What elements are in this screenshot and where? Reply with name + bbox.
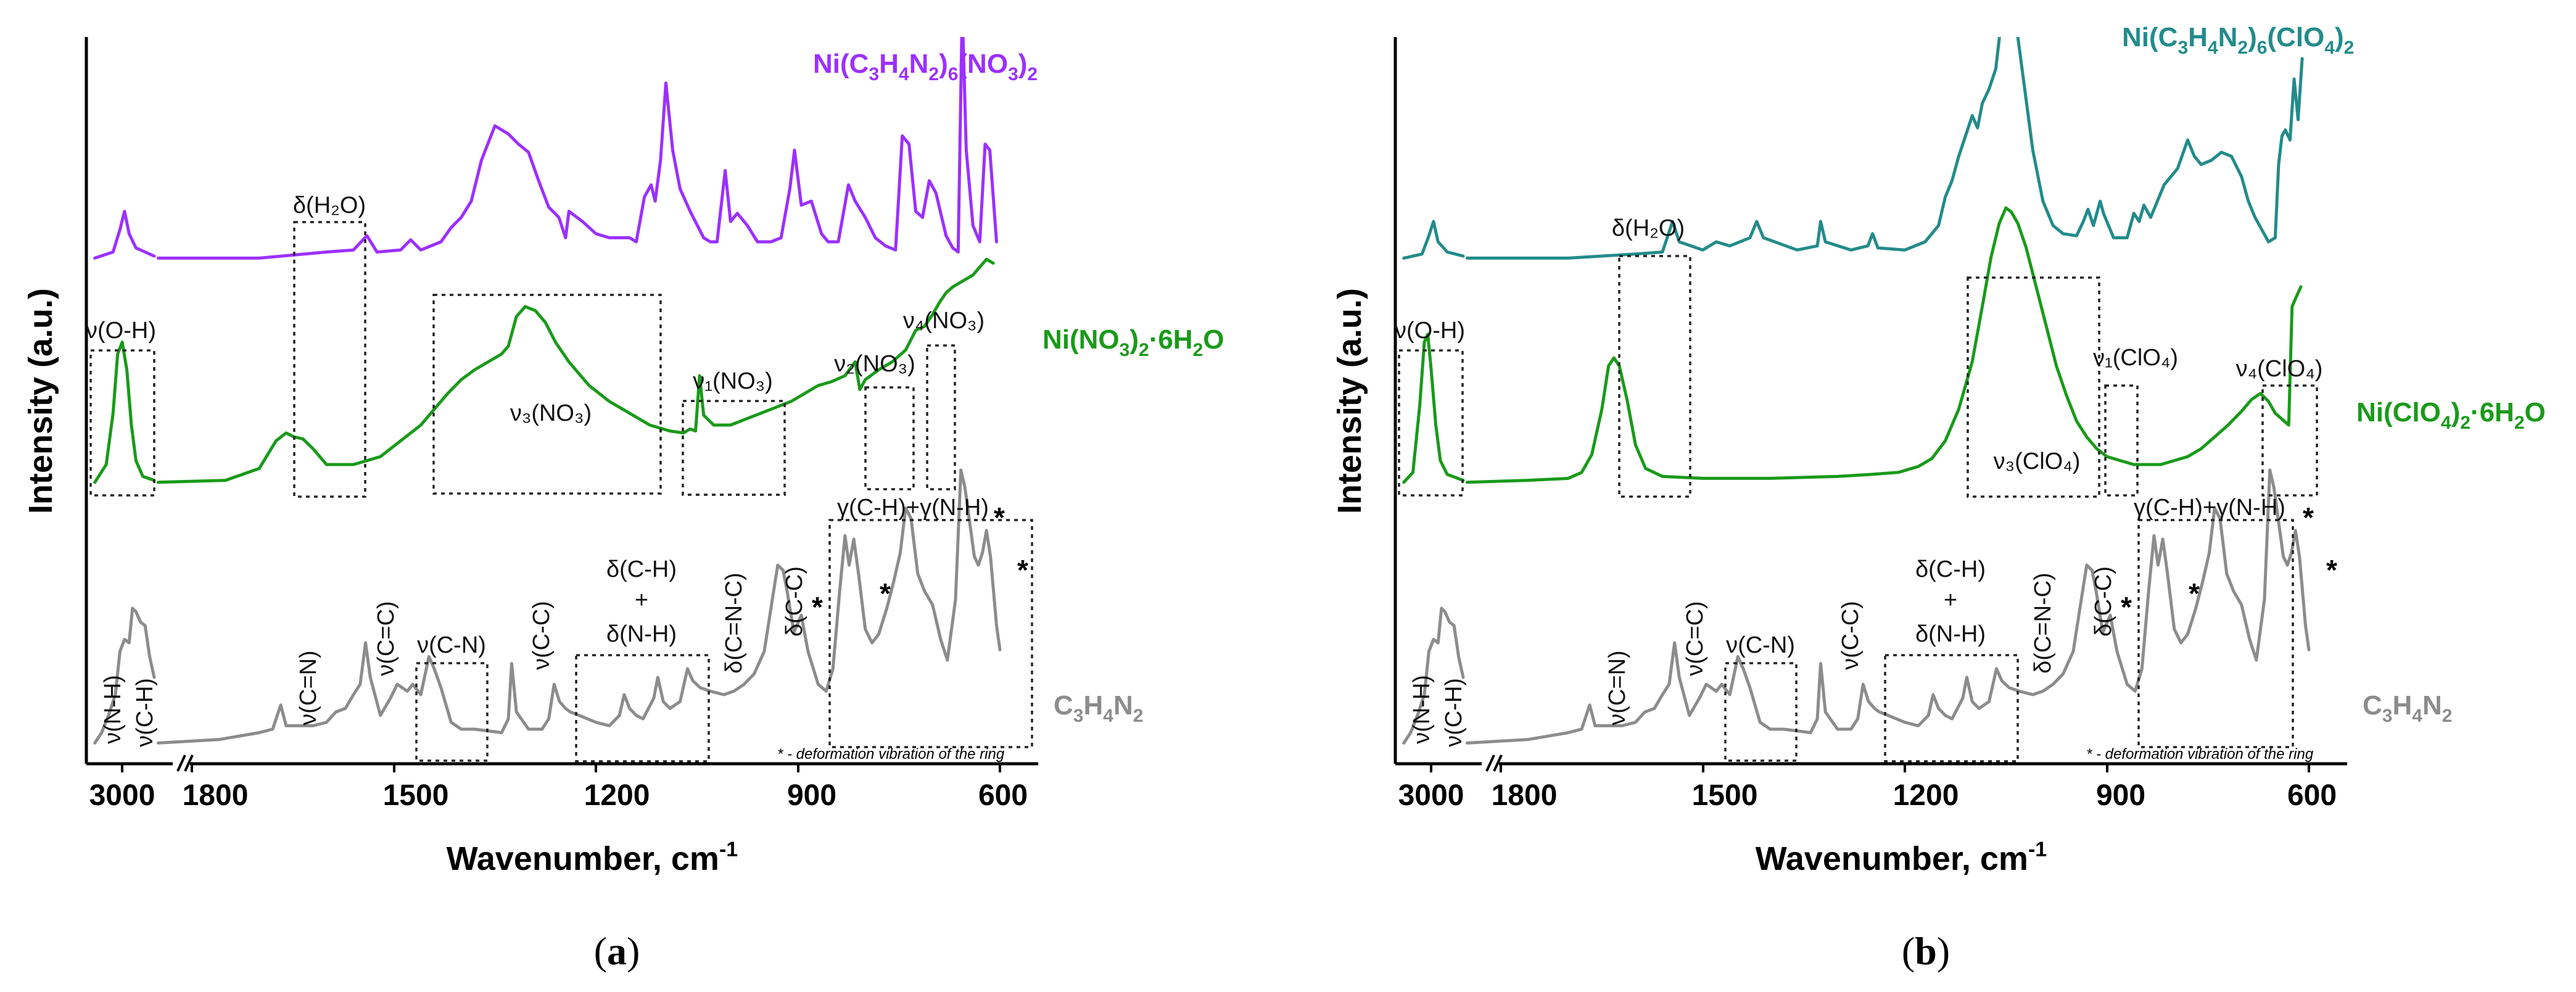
panel-b-tick-label: 600 bbox=[2287, 779, 2337, 812]
panel-b-annotation: ν(C=C) bbox=[1682, 601, 1708, 676]
panel-a-tick-label: 1800 bbox=[183, 779, 249, 812]
panel-a-box-nu2 bbox=[864, 386, 915, 490]
panel-a-annotation: ν(N-H) bbox=[100, 675, 126, 744]
panel-b-box-water bbox=[1618, 255, 1691, 498]
panel-a-star-marker: * bbox=[880, 577, 891, 610]
panel-b-series-label: Ni(C3H4N2)6(ClO4)2 bbox=[2122, 22, 2354, 58]
panel-b: 3000 1800 1500 1200 900 600 Wavenumber, … bbox=[1331, 22, 2546, 973]
panel-b-tick-label: 1500 bbox=[1692, 779, 1758, 812]
panel-a-annotation: + bbox=[635, 587, 648, 613]
panel-a-axes: 3000 1800 1500 1200 900 600 Wavenumber, … bbox=[22, 37, 1038, 877]
panel-b-series-label: Ni(ClO4)2·6H2O bbox=[2356, 397, 2546, 433]
panel-b-tick-label: 3000 bbox=[1398, 779, 1464, 812]
panel-a-annotation: ν(O-H) bbox=[86, 318, 156, 344]
panel-a-annotation: ν₄(NO₃) bbox=[903, 308, 985, 334]
panel-a-caption: (a) bbox=[594, 929, 640, 973]
panel-b-annotation: ν(C=N) bbox=[1604, 650, 1630, 725]
panel-b-star-marker: * bbox=[2189, 577, 2200, 610]
panel-b-caption: (b) bbox=[1902, 929, 1950, 973]
panel-a-annotation: δ(C-H) bbox=[606, 556, 677, 582]
panel-b-annotation: ν(O-H) bbox=[1395, 318, 1465, 344]
panel-a-spectrum-imidazole bbox=[93, 468, 1002, 745]
panel-b-box-nu3 bbox=[1967, 276, 2100, 498]
panel-b-annotation: ν(C-H) bbox=[1441, 678, 1467, 747]
panel-b-spectrum-imidazole bbox=[1402, 468, 2311, 745]
panel-a-annotation: ν(C=C) bbox=[373, 601, 399, 676]
panel-b-box-nu4 bbox=[2261, 384, 2318, 497]
panel-b-xlabel: Wavenumber, cm-1 bbox=[1756, 838, 2047, 877]
panel-a-tick-label: 600 bbox=[978, 779, 1028, 812]
panel-b-annotation: δ(H₂O) bbox=[1612, 215, 1685, 241]
panel-b-star-marker: * bbox=[2326, 554, 2337, 586]
panel-a-xlabel: Wavenumber, cm-1 bbox=[447, 838, 738, 877]
panel-b-ylabel: Intensity (a.u.) bbox=[1331, 288, 1368, 514]
panel-a-spectrum-ni-imidazole-nitrate bbox=[93, 37, 998, 260]
panel-b-annotation: δ(C-H) bbox=[1915, 556, 1986, 582]
panel-a-spectrum-ni-nitrate-hexahydrate bbox=[93, 257, 995, 484]
panel-a-star-marker: * bbox=[1017, 554, 1028, 586]
panel-b-box-cn bbox=[1724, 662, 1798, 762]
panel-a-tick-label: 1200 bbox=[584, 779, 650, 812]
panel-a-annotation: ν(C=N) bbox=[295, 650, 321, 725]
panel-a-annotation: δ(C=N-C) bbox=[721, 572, 747, 674]
panel-a-footnote: * - deformation vibration of the ring bbox=[777, 746, 1005, 763]
panel-a-star-marker: * bbox=[812, 591, 823, 623]
panel-b-star-marker: * bbox=[2121, 591, 2132, 623]
panel-a-annotation: ν(C-C) bbox=[529, 601, 555, 670]
panel-b-annotation: + bbox=[1944, 587, 1957, 613]
panel-a-annotation: ν(C-N) bbox=[417, 632, 486, 658]
panel-a-tick-label: 1500 bbox=[383, 779, 449, 812]
panel-a-box-water bbox=[293, 221, 366, 498]
panel-b-box-deform bbox=[1884, 654, 2019, 763]
panel-a-box-nu4 bbox=[926, 344, 956, 490]
panel-a-star-marker: * bbox=[994, 502, 1005, 534]
panel-b-star-marker: * bbox=[2303, 502, 2314, 534]
panel-b-annotation: γ(C-H)+γ(N-H) bbox=[2134, 495, 2285, 521]
panel-b-spectrum-ni-perchlorate-hexahydrate bbox=[1402, 206, 2303, 484]
panel-a-tick-label: 900 bbox=[787, 779, 836, 812]
panel-b-annotation: ν(C-C) bbox=[1838, 601, 1864, 670]
panel-a-annotation: γ(C-H)+γ(N-H) bbox=[837, 495, 989, 521]
panel-b-annotation: ν(N-H) bbox=[1409, 675, 1435, 744]
panel-b-box-gamma bbox=[2137, 519, 2294, 748]
panel-a-box-gamma bbox=[828, 519, 1033, 748]
panel-b-annotation: ν(C-N) bbox=[1726, 632, 1795, 658]
panel-b-tick-label: 1800 bbox=[1492, 779, 1558, 812]
panel-a-spectra bbox=[93, 37, 1002, 745]
panel-a: 3000 1800 1500 1200 900 600 Wavenumber, … bbox=[22, 37, 1224, 973]
panel-a-annotation: ν₁(NO₃) bbox=[693, 368, 773, 394]
panel-a-annotation: δ(C-C) bbox=[782, 566, 807, 637]
panel-a-box-deform bbox=[575, 654, 710, 763]
panel-a-box-nu3 bbox=[432, 294, 662, 495]
panel-a-annotation: δ(H₂O) bbox=[293, 192, 366, 218]
panel-a-series-label: Ni(C3H4N2)6(NO3)2 bbox=[813, 49, 1038, 85]
panel-b-annotation: ν₃(ClO₄) bbox=[1994, 448, 2081, 474]
panel-b-series-label: C3H4N2 bbox=[2363, 690, 2452, 726]
panel-b-spectra bbox=[1402, 37, 2311, 745]
panel-b-annotation: ν₁(ClO₄) bbox=[2093, 345, 2178, 371]
panel-b-annotation: δ(N-H) bbox=[1915, 621, 1986, 647]
panel-b-axes: 3000 1800 1500 1200 900 600 Wavenumber, … bbox=[1331, 37, 2347, 877]
panel-b-annotation: δ(C-C) bbox=[2091, 566, 2116, 637]
panel-b-footnote: * - deformation vibration of the ring bbox=[2086, 746, 2314, 763]
panel-a-box-nu1 bbox=[682, 400, 786, 496]
panel-a-annotation: ν(C-H) bbox=[132, 678, 158, 747]
panel-b-box-nu1 bbox=[2104, 384, 2139, 497]
panel-a-annotation: δ(N-H) bbox=[606, 621, 677, 647]
panel-a-series-label: Ni(NO3)2·6H2O bbox=[1042, 324, 1224, 360]
panel-a-tick-label: 3000 bbox=[89, 779, 155, 812]
panel-b-annotation: ν₄(ClO₄) bbox=[2236, 356, 2323, 382]
panel-b-annotation: δ(C=N-C) bbox=[2030, 572, 2056, 674]
panel-a-annotation: ν₃(NO₃) bbox=[510, 400, 592, 426]
panel-a-series-label: C3H4N2 bbox=[1054, 690, 1143, 726]
panel-b-tick-label: 1200 bbox=[1893, 779, 1959, 812]
panel-a-annotation: ν₂(NO₃) bbox=[834, 351, 915, 377]
panel-b-tick-label: 900 bbox=[2096, 779, 2145, 812]
panel-b-spectrum-ni-imidazole-perchlorate bbox=[1402, 37, 2304, 260]
panel-a-ylabel: Intensity (a.u.) bbox=[22, 288, 59, 514]
panel-a-box-cn bbox=[415, 662, 489, 762]
